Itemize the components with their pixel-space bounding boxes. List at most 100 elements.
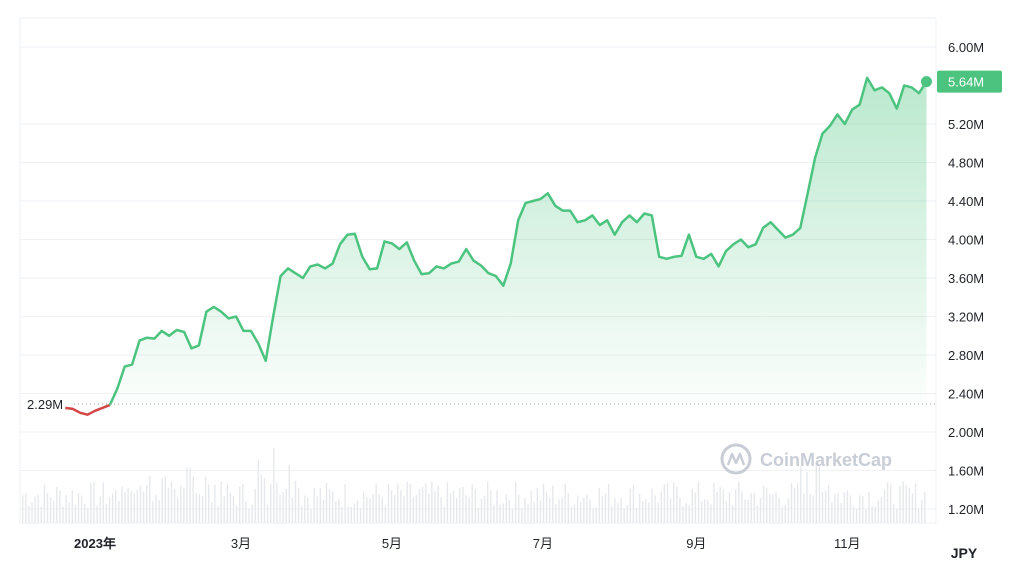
volume-bar xyxy=(762,485,765,523)
volume-bar xyxy=(561,497,563,523)
volume-bar xyxy=(341,506,343,523)
volume-bar xyxy=(375,483,377,523)
volume-bar xyxy=(598,488,600,523)
volume-bar xyxy=(465,494,467,523)
volume-bar xyxy=(567,493,569,523)
volume-bar xyxy=(883,490,886,523)
price-area xyxy=(109,77,927,406)
volume-bar xyxy=(660,491,662,523)
volume-bar xyxy=(239,486,241,523)
volume-bar xyxy=(580,502,582,523)
volume-bar xyxy=(871,506,873,523)
volume-bar xyxy=(859,495,861,523)
volume-bar xyxy=(232,495,235,523)
volume-bar xyxy=(846,490,848,523)
volume-bar xyxy=(412,497,414,523)
volume-bar xyxy=(49,497,52,523)
volume-bar xyxy=(257,459,259,523)
volume-bar xyxy=(394,495,396,523)
volume-bar xyxy=(59,490,61,523)
volume-bar xyxy=(632,485,635,523)
volume-bar xyxy=(908,488,910,523)
volume-bar xyxy=(576,495,579,523)
volume-bar xyxy=(322,499,325,523)
volume-bar xyxy=(226,484,228,523)
volume-bar xyxy=(105,503,108,523)
volume-bar xyxy=(477,507,480,523)
x-tick-label: 11月 xyxy=(834,536,861,551)
volume-bar xyxy=(725,501,728,523)
volume-bar xyxy=(177,497,179,523)
volume-bar xyxy=(378,494,380,523)
volume-bar xyxy=(741,491,743,523)
volume-bar xyxy=(697,482,700,523)
volume-bar xyxy=(914,483,917,523)
volume-bar xyxy=(53,501,55,523)
volume-bar xyxy=(614,497,616,523)
volume-bar xyxy=(521,508,523,523)
volume-bar xyxy=(208,484,210,523)
volume-bar xyxy=(37,494,39,523)
volume-bar xyxy=(806,472,808,523)
volume-bar xyxy=(735,489,737,523)
volume-bar xyxy=(511,508,514,523)
volume-bar xyxy=(214,484,216,523)
baseline-label: 2.29M xyxy=(27,397,63,412)
volume-bar xyxy=(186,467,188,523)
volume-bar xyxy=(731,505,734,523)
volume-bar xyxy=(527,503,529,523)
volume-bar xyxy=(722,489,724,523)
volume-bar xyxy=(502,503,504,523)
y-tick-label: 4.40M xyxy=(948,194,984,209)
volume-bar xyxy=(96,505,98,523)
volume-bar xyxy=(347,506,349,523)
volume-bar xyxy=(617,502,619,523)
volume-bar xyxy=(387,483,390,523)
volume-bar xyxy=(288,465,290,523)
volume-bar xyxy=(319,488,321,523)
volume-bar xyxy=(65,495,67,523)
volume-bar xyxy=(307,497,309,523)
y-tick-label: 1.20M xyxy=(948,502,984,517)
volume-bar xyxy=(744,499,746,523)
volume-bar xyxy=(648,502,650,523)
volume-bar xyxy=(707,500,709,523)
volume-bar xyxy=(28,505,30,523)
y-tick-label: 2.40M xyxy=(948,387,984,402)
volume-bar xyxy=(611,506,613,523)
volume-bar xyxy=(291,497,294,523)
volume-bar xyxy=(778,498,780,523)
volume-bar xyxy=(542,483,545,523)
price-line-up xyxy=(108,76,928,406)
volume-bar xyxy=(862,496,864,523)
volume-bar xyxy=(818,464,821,523)
volume-bar xyxy=(223,496,225,523)
volume-bar xyxy=(80,495,83,523)
volume-bar xyxy=(363,492,365,523)
volume-bar xyxy=(738,482,740,523)
volume-bar xyxy=(704,499,706,523)
volume-bar xyxy=(158,500,160,523)
volume-bar xyxy=(831,502,833,523)
volume-bar xyxy=(524,498,526,523)
volume-bar xyxy=(71,490,73,523)
volume-bar xyxy=(406,481,408,523)
current-price-marker: 5.64M xyxy=(920,70,1002,93)
volume-bar xyxy=(803,493,805,523)
volume-bar xyxy=(77,493,80,523)
volume-bar xyxy=(815,465,817,523)
volume-bar xyxy=(428,493,430,523)
currency-label: JPY xyxy=(951,545,978,561)
volume-bar xyxy=(220,481,222,523)
y-tick-label: 6.00M xyxy=(948,40,984,55)
volume-bar xyxy=(899,485,901,523)
volume-bar xyxy=(443,506,445,523)
price-area-fill xyxy=(109,77,927,406)
volume-bar xyxy=(456,498,458,523)
y-tick-label: 4.00M xyxy=(948,233,984,248)
volume-bar xyxy=(304,495,306,523)
volume-bar xyxy=(273,447,275,523)
volume-bar xyxy=(496,490,498,523)
baseline: 2.29M xyxy=(27,397,936,412)
volume-bar xyxy=(142,491,145,523)
